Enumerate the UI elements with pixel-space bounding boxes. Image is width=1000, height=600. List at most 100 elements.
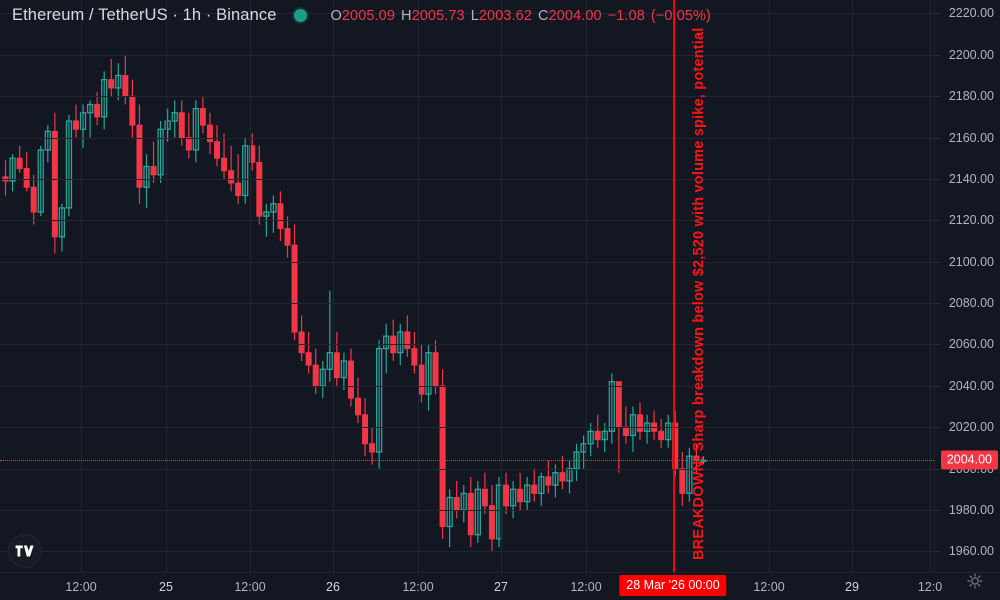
price-plot-area[interactable] <box>0 0 934 572</box>
candle-body[interactable] <box>355 397 361 416</box>
candle-body[interactable] <box>199 108 206 126</box>
candle-body[interactable] <box>418 364 425 395</box>
candle-body[interactable] <box>340 360 348 379</box>
candle-body[interactable] <box>411 348 418 366</box>
price-axis-tick <box>935 468 940 470</box>
candle-body[interactable] <box>277 203 284 230</box>
price-axis-label: 2180.00 <box>948 89 994 104</box>
candle-body[interactable] <box>369 443 376 453</box>
candlestick-series[interactable] <box>0 0 934 572</box>
candle-body[interactable] <box>228 170 235 184</box>
candle-body[interactable] <box>178 112 185 139</box>
candle-body[interactable] <box>206 124 213 143</box>
candle-body[interactable] <box>637 414 643 432</box>
candle-body[interactable] <box>305 352 312 366</box>
candle-body[interactable] <box>347 360 354 399</box>
candle-body[interactable] <box>86 103 94 114</box>
tradingview-logo-icon[interactable] <box>8 534 42 568</box>
candle-body[interactable] <box>143 165 150 188</box>
candle-body[interactable] <box>453 497 460 511</box>
candle-body[interactable] <box>326 352 333 370</box>
candle-body[interactable] <box>686 455 693 495</box>
candle-body[interactable] <box>108 79 115 89</box>
candle-body[interactable] <box>432 352 439 387</box>
candle-body[interactable] <box>594 430 601 441</box>
candle-body[interactable] <box>284 228 291 246</box>
candle-body[interactable] <box>531 484 538 494</box>
candle-body[interactable] <box>375 347 383 453</box>
candle-body[interactable] <box>94 103 101 118</box>
candle-body[interactable] <box>404 331 411 350</box>
candle-body[interactable] <box>157 128 164 176</box>
candle-body[interactable] <box>425 352 432 395</box>
candle-body[interactable] <box>23 168 30 188</box>
candle-body[interactable] <box>517 488 524 503</box>
gridline-horizontal <box>0 509 934 511</box>
candle-body[interactable] <box>467 492 474 536</box>
candle-body[interactable] <box>65 120 73 209</box>
candle-body[interactable] <box>446 496 453 528</box>
candle-body[interactable] <box>214 141 220 159</box>
candle-body[interactable] <box>622 426 629 436</box>
candle-body[interactable] <box>16 157 23 170</box>
candle-body[interactable] <box>397 331 404 354</box>
candle-body[interactable] <box>270 203 277 213</box>
candle-body[interactable] <box>333 352 340 379</box>
candle-body[interactable] <box>559 472 566 482</box>
annotation-vertical-line[interactable] <box>673 0 675 572</box>
candle-body[interactable] <box>503 484 510 507</box>
candle-body[interactable] <box>481 488 488 507</box>
candle-body[interactable] <box>37 149 44 213</box>
candle-body[interactable] <box>608 381 615 432</box>
price-axis-label: 2040.00 <box>948 378 994 393</box>
candle-body[interactable] <box>615 381 622 428</box>
candle-body[interactable] <box>291 244 298 333</box>
candle-body[interactable] <box>150 166 157 176</box>
candle-body[interactable] <box>552 472 559 486</box>
candle-body[interactable] <box>545 476 552 486</box>
candle-body[interactable] <box>73 120 79 130</box>
candle-body[interactable] <box>439 385 446 527</box>
candle-body[interactable] <box>312 364 319 387</box>
candle-body[interactable] <box>171 112 178 122</box>
candle-body[interactable] <box>601 430 608 441</box>
candle-body[interactable] <box>122 75 129 97</box>
candle-body[interactable] <box>665 422 672 441</box>
price-axis[interactable]: 2220.00 2200.00 2180.00 2160.00 2140.00 2120.… <box>934 0 1000 572</box>
candle-body[interactable] <box>30 186 37 213</box>
candle-body[interactable] <box>136 124 143 188</box>
candle-body[interactable] <box>192 107 200 151</box>
candle-body[interactable] <box>524 484 531 503</box>
candle-body[interactable] <box>488 505 495 540</box>
candle-body[interactable] <box>587 430 594 445</box>
time-axis[interactable]: 28 Mar '26 00:00 12:00 25 12:00 26 12:00 27 12… <box>0 572 1000 600</box>
candle-body[interactable] <box>629 414 637 437</box>
candle-body[interactable] <box>242 145 249 197</box>
candle-body[interactable] <box>509 488 517 507</box>
chart-settings-gear-icon[interactable] <box>966 572 984 595</box>
candle-body[interactable] <box>383 335 390 350</box>
candle-body[interactable] <box>164 120 171 130</box>
candle-body[interactable] <box>51 130 58 238</box>
candle-body[interactable] <box>263 211 270 217</box>
candle-body[interactable] <box>101 78 108 118</box>
candle-body[interactable] <box>298 331 305 354</box>
candle-body[interactable] <box>538 476 545 495</box>
candle-body[interactable] <box>9 157 16 182</box>
candle-body[interactable] <box>44 130 51 151</box>
candle-body[interactable] <box>679 468 686 494</box>
candle-body[interactable] <box>221 157 228 172</box>
candle-body[interactable] <box>58 207 66 238</box>
candle-body[interactable] <box>235 182 242 196</box>
candle-body[interactable] <box>129 95 136 126</box>
candle-body[interactable] <box>115 74 122 89</box>
candle-body[interactable] <box>362 414 369 445</box>
candle-body[interactable] <box>474 488 482 536</box>
price-axis-label: 1960.00 <box>948 544 994 559</box>
candle-body[interactable] <box>185 137 192 151</box>
candle-body[interactable] <box>249 145 256 163</box>
candle-body[interactable] <box>256 161 263 217</box>
candle-body[interactable] <box>658 430 665 441</box>
candle-body[interactable] <box>79 112 87 130</box>
